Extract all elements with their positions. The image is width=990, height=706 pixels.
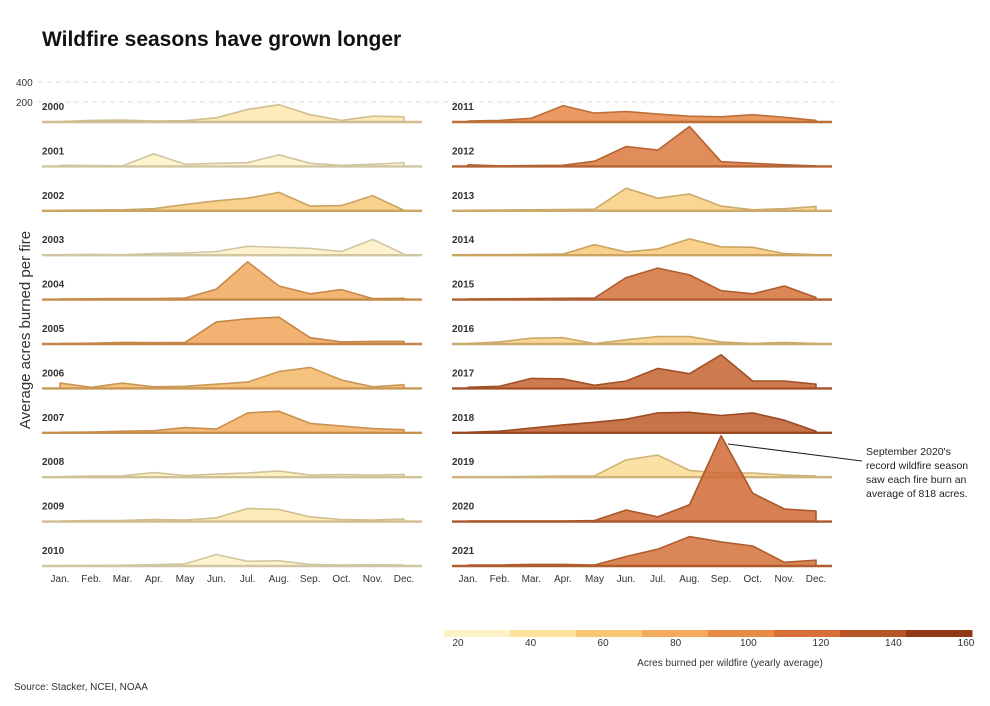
year-label-2000: 2000 [42, 102, 65, 113]
area-2002 [59, 191, 405, 212]
month-label-1-4: May [176, 574, 195, 585]
area-2012 [467, 125, 817, 168]
annotation-leader [727, 443, 863, 462]
area-2000 [59, 103, 405, 123]
area-2010 [59, 553, 405, 567]
legend-swatch [444, 630, 511, 637]
month-label-1-0: Jan. [51, 574, 70, 585]
legend-tick: 120 [813, 638, 830, 649]
month-label-2-10: Nov. [774, 574, 794, 585]
area-2011 [467, 104, 817, 123]
month-label-1-10: Nov. [363, 574, 383, 585]
area-2018 [467, 411, 817, 434]
legend-tick: 60 [598, 638, 610, 649]
month-label-2-9: Oct. [744, 574, 762, 585]
year-label-2002: 2002 [42, 191, 65, 202]
month-label-2-4: May [585, 574, 604, 585]
year-label-2014: 2014 [452, 235, 475, 246]
month-label-2-7: Aug. [679, 574, 700, 585]
annotation-line: saw each fire burn an [866, 474, 967, 486]
year-label-2011: 2011 [452, 102, 474, 113]
area-2001 [59, 153, 405, 168]
chart-title: Wildfire seasons have grown longer [42, 28, 402, 51]
month-label-1-2: Mar. [113, 574, 132, 585]
area-2004 [59, 261, 405, 301]
year-label-2008: 2008 [42, 457, 65, 468]
area-2019 [467, 454, 817, 478]
area-2006 [59, 366, 405, 390]
year-label-2018: 2018 [452, 413, 475, 424]
month-label-1-6: Jul. [240, 574, 256, 585]
legend-swatch [642, 630, 709, 637]
area-2013 [467, 187, 817, 212]
month-label-1-8: Sep. [300, 574, 321, 585]
legend-tick: 80 [670, 638, 682, 649]
month-label-1-3: Apr. [145, 574, 163, 585]
month-label-2-0: Jan. [459, 574, 478, 585]
year-label-2015: 2015 [452, 280, 475, 291]
year-label-2013: 2013 [452, 191, 475, 202]
y-axis-label: Average acres burned per fire [17, 231, 34, 429]
area-2015 [467, 267, 817, 301]
annotation-line: September 2020's [866, 446, 951, 458]
area-2007 [59, 410, 405, 434]
month-label-2-3: Apr. [554, 574, 572, 585]
year-label-2010: 2010 [42, 546, 65, 557]
legend-title: Acres burned per wildfire (yearly averag… [637, 658, 823, 669]
month-label-2-11: Dec. [806, 574, 827, 585]
month-label-2-1: Feb. [490, 574, 510, 585]
legend-tick: 140 [885, 638, 902, 649]
y-tick-label: 400 [16, 78, 33, 89]
year-label-2001: 2001 [42, 146, 65, 157]
legend-swatch [510, 630, 577, 637]
month-label-2-8: Sep. [711, 574, 732, 585]
year-label-2021: 2021 [452, 546, 475, 557]
month-label-1-1: Feb. [81, 574, 101, 585]
area-2003 [59, 238, 405, 256]
annotation-line: record wildfire season [866, 460, 968, 472]
month-label-1-11: Dec. [394, 574, 415, 585]
year-label-2012: 2012 [452, 146, 475, 157]
legend-swatch [774, 630, 841, 637]
year-label-2009: 2009 [42, 502, 65, 513]
legend-tick: 100 [740, 638, 757, 649]
source-note: Source: Stacker, NCEI, NOAA [14, 682, 148, 693]
legend-swatch [576, 630, 643, 637]
year-label-2003: 2003 [42, 235, 65, 246]
legend-swatch [906, 630, 973, 637]
month-label-1-9: Oct. [332, 574, 350, 585]
legend-tick: 40 [525, 638, 537, 649]
year-label-2007: 2007 [42, 413, 65, 424]
y-tick-label: 200 [16, 98, 33, 109]
area-2005 [59, 316, 405, 345]
month-label-2-2: Mar. [522, 574, 541, 585]
year-label-2006: 2006 [42, 368, 65, 379]
year-label-2016: 2016 [452, 324, 475, 335]
legend-swatch [708, 630, 775, 637]
area-2009 [59, 507, 405, 523]
month-label-2-5: Jun. [617, 574, 636, 585]
area-2017 [467, 354, 817, 390]
month-label-1-5: Jun. [207, 574, 226, 585]
year-label-2020: 2020 [452, 502, 475, 513]
legend-tick: 20 [452, 638, 464, 649]
legend-swatch [840, 630, 907, 637]
annotation-line: average of 818 acres. [866, 488, 968, 500]
area-2014 [467, 238, 817, 256]
year-label-2017: 2017 [452, 368, 475, 379]
legend-tick: 160 [958, 638, 975, 649]
area-2021 [467, 535, 817, 567]
month-label-1-7: Aug. [269, 574, 290, 585]
year-label-2019: 2019 [452, 457, 475, 468]
year-label-2005: 2005 [42, 324, 65, 335]
year-label-2004: 2004 [42, 280, 65, 291]
month-label-2-6: Jul. [650, 574, 666, 585]
